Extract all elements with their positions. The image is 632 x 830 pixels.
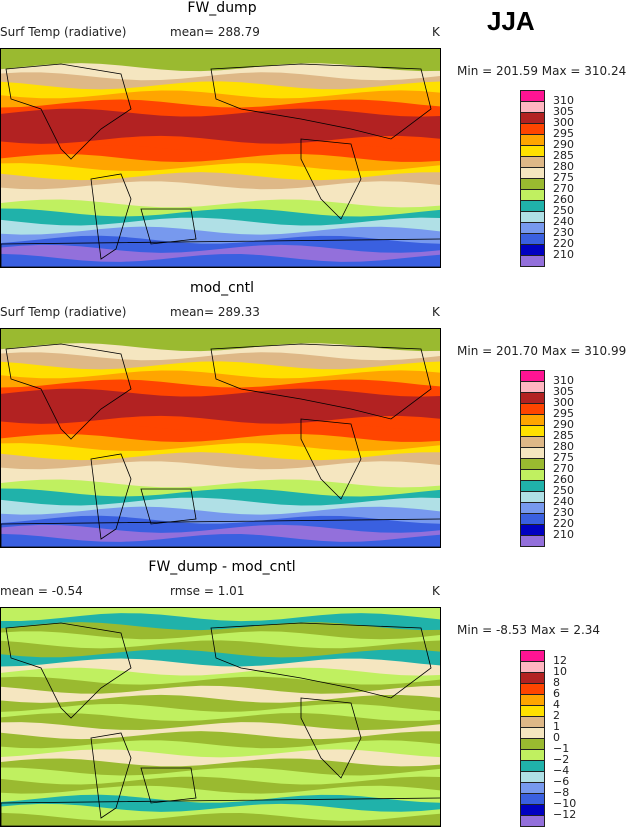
coastline: [5, 343, 132, 440]
colorbar-tick-label: 270: [553, 462, 574, 475]
colorbar-tick-label: 285: [553, 149, 574, 162]
colorbar-tick-label: 1: [553, 720, 560, 733]
colorbar-tick-label: 295: [553, 127, 574, 140]
coastline: [300, 418, 362, 500]
coastline: [210, 343, 432, 420]
colorbar-tick-label: 300: [553, 396, 574, 409]
panel-title: mod_cntl: [189, 280, 255, 296]
colorbar: 310 305 300 295 290 285 280 275 270 260 250 240 230 2…: [520, 370, 574, 547]
colorbar-tick-label: 310: [553, 94, 574, 107]
coastline: [210, 63, 432, 140]
colorbar-tick-label: 285: [553, 429, 574, 442]
min-max-label: Min = 201.70 Max = 310.99: [457, 344, 627, 358]
colorbar-tick-label: 275: [553, 451, 574, 464]
colorbar-tick-label: 210: [553, 248, 574, 261]
panel-title: FW_dump: [187, 0, 257, 16]
coastline: [140, 488, 197, 525]
coastline: [300, 697, 362, 779]
colorbar-tick-label: 280: [553, 440, 574, 453]
colorbar-tick-label: 305: [553, 105, 574, 118]
colorbar-tick-label: −2: [553, 753, 570, 766]
colorbar-tick-label: 250: [553, 204, 574, 217]
colorbar-tick-label: −6: [553, 775, 570, 788]
colorbar-tick-label: 210: [553, 528, 574, 541]
units-label: K: [432, 305, 440, 319]
panel-mid-label: rmse = 1.01: [170, 584, 245, 598]
colorbar-swatch: [520, 255, 545, 267]
colorbar-tick-label: 4: [553, 698, 560, 711]
colorbar-tick-label: 250: [553, 484, 574, 497]
contour-band: [1, 812, 441, 826]
coastline: [210, 622, 432, 699]
coastline: [5, 63, 132, 160]
colorbar-tick-label: 310: [553, 374, 574, 387]
colorbar-tick-label: 290: [553, 418, 574, 431]
colorbar-swatch: [520, 815, 545, 827]
colorbar-tick-label: 220: [553, 237, 574, 250]
colorbar-tick-label: 2: [553, 709, 560, 722]
min-max-label: Min = -8.53 Max = 2.34: [457, 623, 601, 637]
colorbar-tick-label: 230: [553, 506, 574, 519]
panel-left-label: Surf Temp (radiative): [0, 305, 127, 319]
colorbar-tick-label: 6: [553, 687, 560, 700]
colorbar-swatch: [520, 535, 545, 547]
min-max-label: Min = 201.59 Max = 310.24: [457, 64, 627, 78]
panel-mid-label: mean= 288.79: [170, 25, 260, 39]
panel-left-label: Surf Temp (radiative): [0, 25, 127, 39]
panel-left-label: mean = -0.54: [0, 584, 83, 598]
contour-map: [0, 48, 442, 268]
colorbar-tick-label: 240: [553, 495, 574, 508]
coastline: [300, 138, 362, 220]
colorbar-tick-label: 220: [553, 517, 574, 530]
map-contours: [0, 608, 442, 827]
contour-band: [1, 533, 441, 547]
colorbar-tick-label: 0: [553, 731, 560, 744]
colorbar-tick-label: 305: [553, 385, 574, 398]
colorbar: 310 305 300 295 290 285 280 275 270 260 250 240 230 2…: [520, 90, 574, 267]
coastline: [90, 173, 132, 260]
colorbar-tick-label: 300: [553, 116, 574, 129]
colorbar-tick-label: −12: [553, 808, 577, 821]
contour-map: [0, 328, 442, 548]
contour-band: [1, 253, 441, 267]
map-contours: [0, 329, 442, 548]
colorbar-tick-label: −8: [553, 786, 570, 799]
panel-title: FW_dump - mod_cntl: [148, 559, 296, 575]
colorbar-tick-label: 290: [553, 138, 574, 151]
colorbar-tick-label: 8: [553, 676, 560, 689]
coastline: [90, 453, 132, 540]
colorbar-tick-label: 270: [553, 182, 574, 195]
colorbar-tick-label: 12: [553, 654, 567, 667]
colorbar-tick-label: 260: [553, 473, 574, 486]
coastline: [140, 208, 197, 245]
colorbar-tick-label: 240: [553, 215, 574, 228]
coastline: [90, 732, 132, 819]
coastline: [140, 767, 197, 804]
colorbar-tick-label: −4: [553, 764, 570, 777]
colorbar-tick-label: 275: [553, 171, 574, 184]
panel-mid-label: mean= 289.33: [170, 305, 260, 319]
colorbar-tick-label: 280: [553, 160, 574, 173]
colorbar-tick-label: 260: [553, 193, 574, 206]
colorbar-tick-label: 295: [553, 407, 574, 420]
units-label: K: [432, 584, 440, 598]
colorbar-tick-label: 10: [553, 665, 567, 678]
colorbar-tick-label: −10: [553, 797, 577, 810]
season-label: JJA: [487, 6, 535, 36]
contour-map: [0, 607, 442, 827]
colorbar-tick-label: 230: [553, 226, 574, 239]
map-contours: [0, 49, 442, 268]
colorbar: 12 10 8 6 4 2 1 0 −1 −2 −4 −6 −8 −10 −12: [520, 650, 576, 827]
coastline: [5, 622, 132, 719]
units-label: K: [432, 25, 440, 39]
colorbar-tick-label: −1: [553, 742, 570, 755]
